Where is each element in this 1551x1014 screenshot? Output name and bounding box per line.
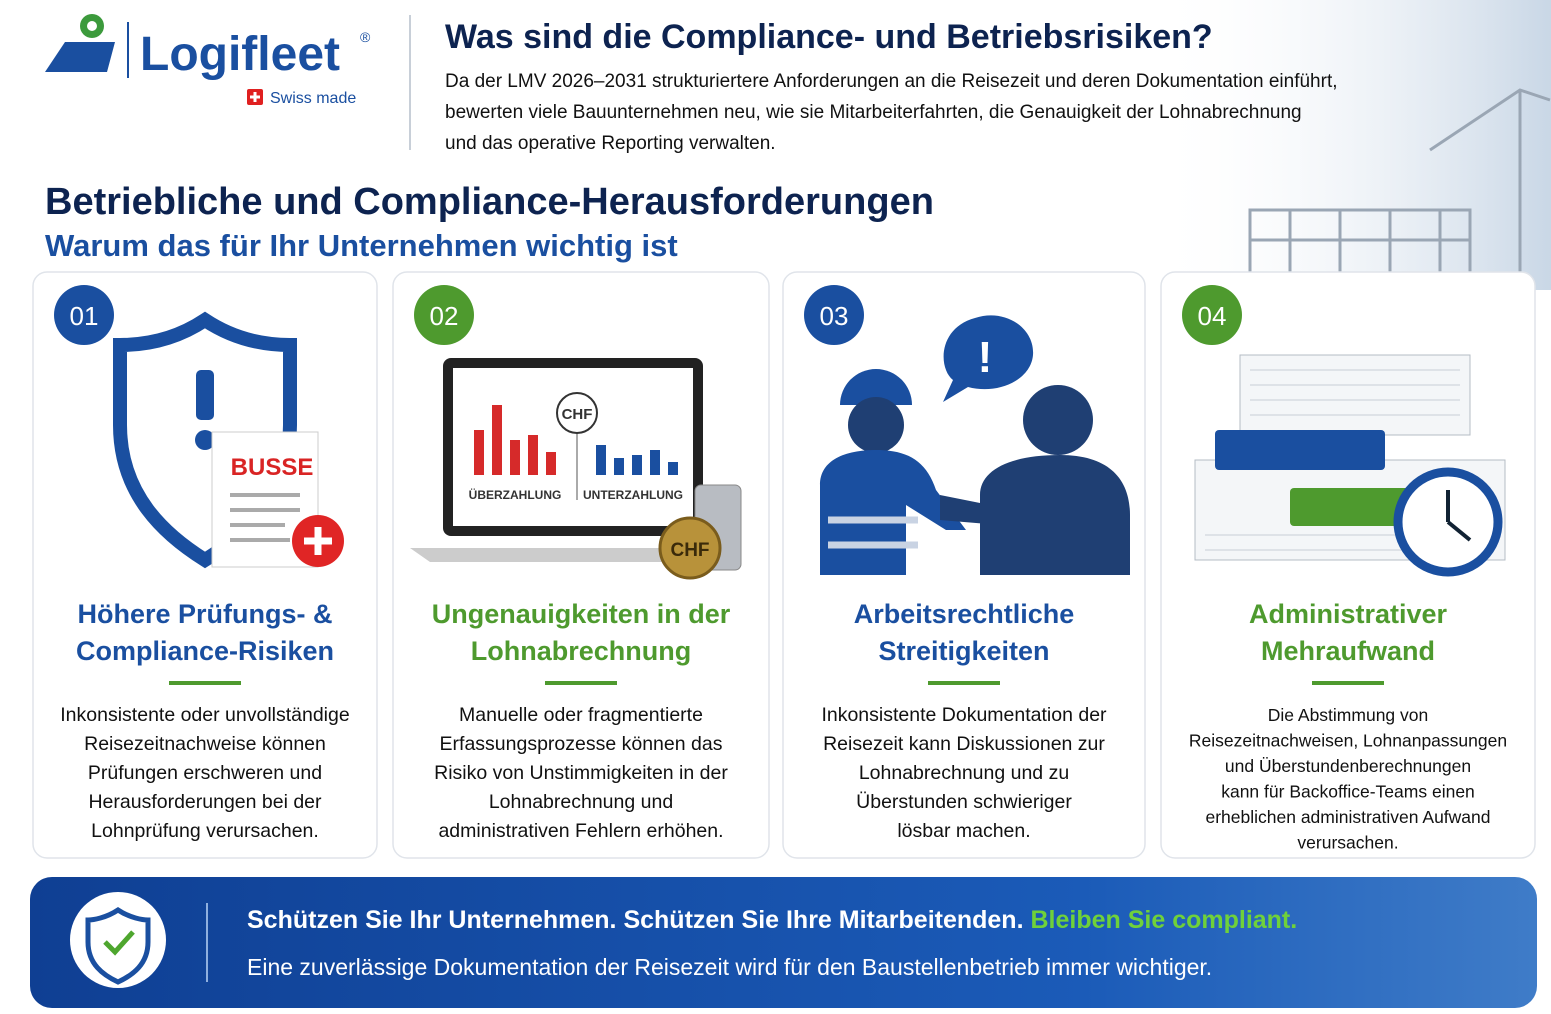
card-title: Ungenauigkeiten in der	[432, 599, 731, 629]
card-text: Überstunden schwieriger	[856, 791, 1072, 813]
banner-icon-circle	[70, 892, 166, 988]
card-text: Risiko von Unstimmigkeiten in der	[434, 762, 728, 784]
vest-stripes	[828, 516, 918, 549]
swiss-cross	[250, 92, 260, 102]
red-bars	[474, 405, 556, 475]
illustration-4	[1194, 354, 1506, 577]
worker-head	[848, 397, 904, 453]
logo-text: Logifleet	[140, 28, 340, 81]
illustration-3: !	[820, 315, 1130, 575]
illustration-1: BUSSE	[113, 311, 344, 569]
card-number: 01	[70, 301, 99, 331]
card-number-badge	[1182, 285, 1242, 345]
paper-lines	[1205, 369, 1485, 551]
illustration-label: ÜBERZAHLUNG	[469, 487, 562, 502]
card-text: Lohnprüfung verursachen.	[91, 820, 319, 842]
tagline: Swiss made	[270, 90, 356, 107]
intro: Da der LMV 2026–2031 strukturiertere Anf…	[445, 71, 1338, 154]
card-text: Herausforderungen bei der	[88, 791, 322, 813]
card-title: Arbeitsrechtliche	[854, 599, 1075, 629]
helmet	[840, 369, 912, 405]
building	[1248, 208, 1472, 275]
card-text: administrativen Fehlern erhöhen.	[438, 820, 723, 842]
man-body	[940, 455, 1130, 575]
section-title: Betriebliche und Compliance-Herausforder…	[45, 181, 934, 223]
exclamation	[196, 370, 214, 420]
card-title: Lohnabrechnung	[471, 636, 691, 666]
logo-mark: ®	[360, 29, 371, 45]
plus	[304, 527, 332, 555]
card-text: lösbar machen.	[897, 820, 1030, 842]
intro-line: und das operative Reporting verwalten.	[445, 133, 776, 154]
card-text: Lohnabrechnung und zu	[859, 762, 1069, 784]
illustration-2: CHF ÜBERZAHLUNG UNTERZAHLUNG CHF	[410, 358, 742, 580]
blue-bars	[596, 445, 678, 475]
card-text: Lohnabrechnung und	[489, 791, 673, 813]
sky-background	[1150, 0, 1551, 290]
card-number-badge	[804, 285, 864, 345]
banner-line1-accent: Bleiben Sie compliant.	[1030, 906, 1297, 934]
illustration-label: !	[978, 333, 993, 382]
card-text: Die Abstimmung von	[1268, 705, 1429, 725]
banner-check	[103, 930, 135, 956]
intro-line: bewerten viele Bauunternehmen neu, wie s…	[445, 102, 1302, 123]
laptop-base	[410, 548, 720, 562]
card-number-badge	[54, 285, 114, 345]
card-title: Mehraufwand	[1261, 636, 1435, 666]
card-text: Prüfungen erschweren und	[88, 762, 322, 784]
logo-shape	[45, 42, 115, 72]
card-title: Höhere Prüfungs- &	[77, 599, 332, 629]
banner-line1-main: Schützen Sie Ihr Unternehmen. Schützen S…	[247, 906, 1024, 934]
illustration-label: BUSSE	[231, 454, 314, 481]
chf-coin	[658, 516, 722, 580]
screen-content	[453, 368, 693, 526]
illustration-label: CHF	[562, 406, 593, 423]
card-number-badge	[414, 285, 474, 345]
man-head	[1023, 385, 1093, 455]
card-text: Reisezeit kann Diskussionen zur	[823, 733, 1105, 755]
construction-decor	[1248, 88, 1551, 280]
logo-pin-hole	[87, 21, 97, 31]
clock-hands	[1446, 490, 1472, 542]
card-text: und Überstundenberechnungen	[1225, 756, 1471, 776]
banner	[30, 877, 1537, 1008]
banner-shield	[85, 906, 151, 985]
header-title: Was sind die Compliance- und Betriebsris…	[445, 18, 1213, 56]
card-text: Inkonsistente oder unvollständige	[60, 704, 349, 726]
banner-line1: Schützen Sie Ihr Unternehmen. Schützen S…	[247, 906, 1297, 934]
card-number: 03	[820, 301, 849, 331]
card-number: 04	[1198, 301, 1227, 331]
document-lines	[230, 493, 300, 542]
card-number: 02	[430, 301, 459, 331]
illustration-label: CHF	[670, 540, 709, 561]
speech-bubble	[943, 315, 1034, 402]
binder-blue	[1215, 430, 1385, 470]
card-text: kann für Backoffice-Teams einen	[1221, 782, 1475, 802]
intro-line: Da der LMV 2026–2031 strukturiertere Anf…	[445, 71, 1338, 92]
shield	[113, 311, 297, 569]
section-subtitle: Warum das für Ihr Unternehmen wichtig is…	[45, 228, 678, 263]
card-text: Manuelle oder fragmentierte	[459, 704, 703, 726]
card-title: Streitigkeiten	[878, 636, 1049, 666]
binder-green	[1290, 488, 1410, 526]
card-title: Administrativer	[1249, 599, 1448, 629]
crane	[1429, 88, 1551, 280]
banner-line2: Eine zuverlässige Dokumentation der Reis…	[247, 954, 1212, 980]
chf-circle	[556, 392, 598, 434]
card-text: Inkonsistente Dokumentation der	[821, 704, 1107, 726]
card-text: Erfassungsprozesse können das	[440, 733, 723, 755]
card-text: Reisezeitnachweise können	[84, 733, 326, 755]
exclamation-dot	[195, 430, 215, 450]
card-text: erheblichen administrativen Aufwand	[1205, 807, 1490, 827]
card-title: Compliance-Risiken	[76, 636, 334, 666]
card-text: verursachen.	[1297, 833, 1398, 853]
illustration-label: UNTERZAHLUNG	[583, 488, 683, 502]
card-text: Reisezeitnachweisen, Lohnanpassungen	[1189, 731, 1507, 751]
logo-icon	[45, 14, 115, 72]
